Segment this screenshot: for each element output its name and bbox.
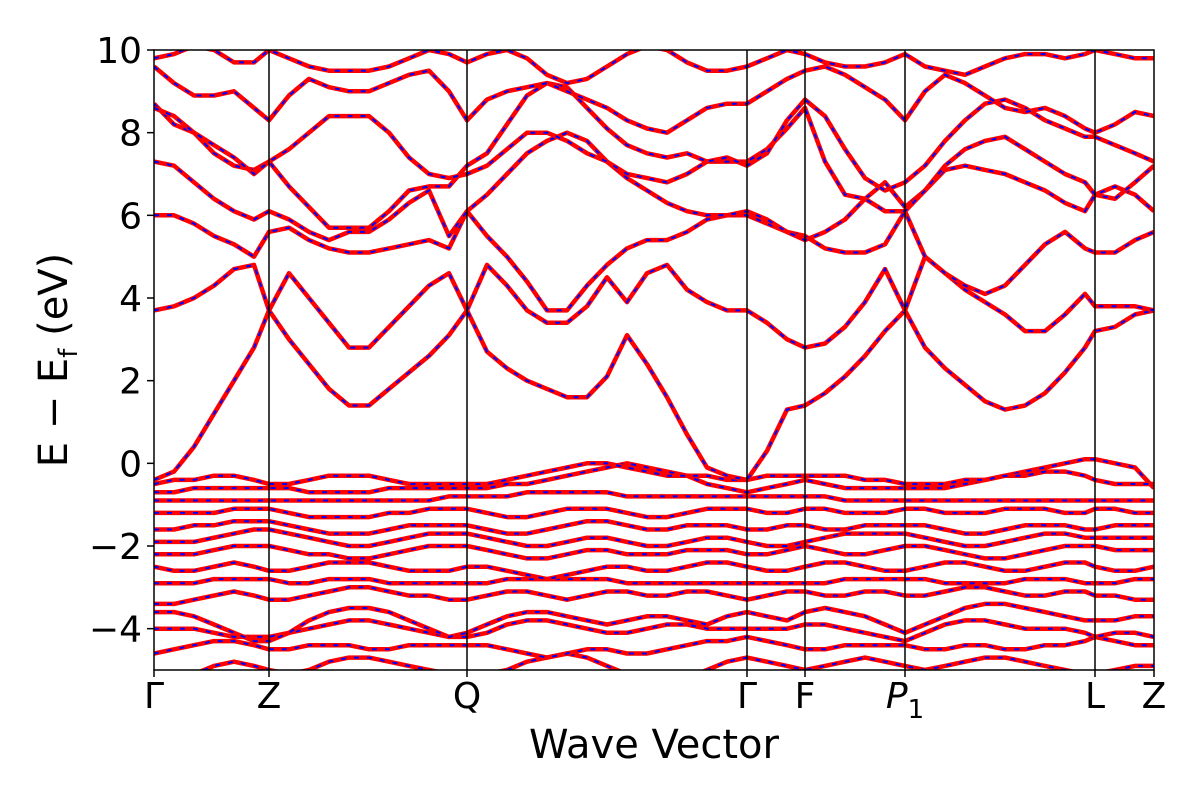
band-overlay-19: [154, 82, 1154, 229]
band-line-6: [154, 576, 1154, 586]
x-axis-title: Wave Vector: [529, 722, 780, 768]
y-tick-label-1: −4: [89, 610, 142, 651]
x-tick-label-6: P1: [886, 676, 924, 725]
band-line-12: [154, 490, 1154, 503]
y-axis: −4 −2 0 2 4 6 8 10: [89, 31, 154, 651]
band-overlay-18: [154, 131, 1154, 242]
band-overlay-10: [154, 520, 1154, 535]
band-overlay-14: [154, 462, 1154, 485]
band-line-22: [154, 50, 1154, 86]
x-axis: Γ Z Q Γ F P1 L Z: [144, 670, 1166, 725]
y-tick-label-5: 4: [119, 279, 142, 320]
y-tick-label-6: 6: [119, 196, 142, 237]
y-tick-label-7: 8: [119, 114, 142, 155]
x-tick-label-3: Q: [453, 676, 481, 717]
x-tick-label-1: Γ: [144, 676, 164, 717]
x-tick-label-4: Γ: [737, 676, 757, 717]
band-line-11: [154, 506, 1154, 520]
band-line-20: [154, 97, 1154, 193]
band-overlay-17: [154, 209, 1154, 312]
y-tick-label-2: −2: [89, 527, 142, 568]
x-tick-label-5: F: [795, 676, 816, 717]
band-overlay-2: [154, 635, 1154, 659]
band-line-2: [154, 634, 1154, 660]
y-tick-label-8: 10: [96, 31, 142, 72]
band-overlay-20: [154, 98, 1154, 192]
y-axis-title: E − Ef (eV): [31, 253, 84, 468]
band-overlay-7: [154, 561, 1154, 581]
y-axis-title-unit: (eV): [31, 253, 77, 349]
band-overlay-16: [154, 255, 1154, 349]
band-line-21: [154, 64, 1154, 135]
y-tick-label-3: 0: [119, 444, 142, 485]
bands-layer: [154, 50, 1154, 670]
band-line-10: [154, 518, 1154, 536]
x-tick-label-2: Z: [257, 676, 282, 717]
x-tick-label-8: Z: [1142, 676, 1167, 717]
kpoint-lines: [268, 50, 1096, 670]
band-line-15: [154, 308, 1154, 483]
band-overlay-15: [154, 308, 1154, 482]
band-overlay-11: [154, 507, 1154, 519]
band-overlay-5: [154, 586, 1154, 605]
band-overlay-9: [154, 528, 1154, 547]
band-line-4: [154, 601, 1154, 644]
band-overlay-1: [201, 652, 1154, 670]
band-line-18: [154, 130, 1154, 243]
band-line-14: [154, 461, 1154, 487]
band-line-17: [154, 208, 1154, 313]
y-tick-label-4: 2: [119, 362, 142, 403]
plot-frame: [153, 49, 1155, 671]
y-axis-title-main: E − E: [31, 358, 77, 468]
x-tick-label-7: L: [1085, 676, 1105, 717]
band-overlay-8: [154, 544, 1154, 560]
y-axis-title-subscript: f: [54, 348, 84, 358]
band-overlay-13: [154, 458, 1154, 494]
band-overlay-3: [154, 619, 1154, 643]
